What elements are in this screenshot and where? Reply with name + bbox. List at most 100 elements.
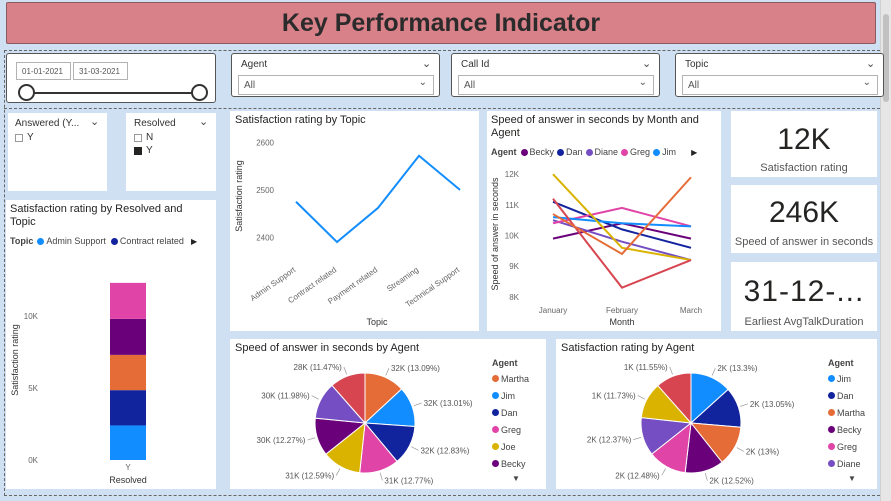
x-axis-label: Resolved	[109, 475, 147, 485]
answered-option-y[interactable]: Y	[15, 132, 34, 143]
legend-item[interactable]: Dan	[492, 404, 529, 421]
slice-leader-line	[385, 367, 390, 376]
callid-filter-label: Call Id	[461, 59, 490, 70]
legend-dot	[828, 426, 835, 433]
legend-dot	[492, 392, 499, 399]
legend-item[interactable]: Jim	[492, 387, 529, 404]
slice-leader-line	[335, 468, 341, 476]
series-line	[552, 200, 692, 249]
callid-filter-select[interactable]: All ⌄	[458, 75, 654, 95]
legend-item[interactable]: Admin Support	[37, 236, 106, 246]
legend-title: Topic	[10, 236, 34, 246]
legend-label: Greg	[630, 147, 651, 157]
kpi-label: Satisfaction rating	[760, 162, 848, 174]
legend-item[interactable]: Contract related	[110, 236, 184, 246]
y-tick-label: 5K	[28, 384, 38, 393]
chevron-down-icon[interactable]: ⌄	[866, 58, 876, 70]
resolved-option-y[interactable]: Y	[134, 145, 153, 156]
chevron-down-icon: ⌄	[862, 77, 871, 88]
bar-segment	[110, 425, 146, 460]
x-tick-label: March	[680, 306, 702, 315]
chart-title: Speed of answer in seconds by Month and …	[491, 114, 699, 139]
callid-filter[interactable]: Call Id ⌄ All ⌄	[451, 53, 660, 97]
chevron-down-icon: ⌄	[638, 77, 647, 88]
legend-item[interactable]: Becky	[520, 147, 554, 157]
kpi-value: 31-12-...	[743, 275, 865, 308]
legend-item[interactable]: Martha	[492, 370, 529, 387]
checkbox-checked[interactable]	[134, 146, 142, 155]
slice-data-label: 2K (13%)	[746, 447, 780, 456]
legend-dot	[828, 409, 835, 416]
satisfaction-by-topic-chart: Satisfaction rating by Topic 2400 2500 260…	[230, 111, 479, 331]
legend-item[interactable]: Dan	[557, 147, 583, 157]
pie-legend: Agent Jim Dan Martha Becky Greg Diane ▼	[828, 356, 865, 484]
legend-item[interactable]: Becky	[492, 455, 529, 472]
legend-item[interactable]: Dan	[828, 387, 865, 404]
chevron-down-icon[interactable]: ⌄	[90, 116, 100, 128]
slice-data-label: 32K (13.01%)	[424, 399, 473, 408]
topic-filter[interactable]: Topic ⌄ All ⌄	[675, 53, 884, 97]
agent-filter[interactable]: Agent ⌄ All ⌄	[231, 53, 440, 97]
date-slider-start-handle[interactable]	[18, 84, 35, 101]
slice-data-label: 2K (12.52%)	[709, 477, 754, 486]
legend-scroll-down-icon[interactable]: ▼	[848, 473, 856, 483]
legend-item[interactable]: Diane	[828, 455, 865, 472]
y-tick-label: 2400	[256, 233, 274, 242]
legend-label: Admin Support	[46, 236, 106, 246]
legend-next-icon[interactable]: ▶	[691, 147, 698, 157]
kpi-value: 12K	[777, 123, 831, 156]
chevron-down-icon[interactable]: ⌄	[199, 116, 209, 128]
checkbox[interactable]	[15, 133, 23, 142]
legend-label: Jim	[837, 373, 851, 384]
legend-label: Dan	[837, 390, 854, 401]
date-range-slicer[interactable]: 01-01-2021 31-03-2021	[6, 53, 216, 103]
y-tick-label: 8K	[509, 293, 519, 302]
x-tick-label: Streaming	[385, 265, 420, 293]
agent-filter-select[interactable]: All ⌄	[238, 75, 434, 95]
topic-filter-select[interactable]: All ⌄	[682, 75, 878, 95]
legend-item[interactable]: Becky	[828, 421, 865, 438]
y-tick-label: 12K	[505, 170, 520, 179]
chevron-down-icon[interactable]: ⌄	[422, 58, 432, 70]
start-date-input[interactable]: 01-01-2021	[16, 62, 71, 80]
y-tick-label: 10K	[505, 232, 520, 241]
slice-leader-line	[633, 437, 642, 440]
legend-next-icon[interactable]: ▶	[190, 236, 198, 246]
answered-slicer[interactable]: Answered (Y... ⌄ Y	[8, 113, 107, 191]
legend-item[interactable]: Jim	[653, 147, 676, 157]
legend-item[interactable]: Greg	[492, 421, 529, 438]
legend-item[interactable]: Martha	[828, 404, 865, 421]
date-slider-end-handle[interactable]	[191, 84, 208, 101]
slice-leader-line	[411, 446, 419, 451]
legend-item[interactable]: Greg	[828, 438, 865, 455]
checkbox[interactable]	[134, 133, 142, 142]
legend-item[interactable]: Joe	[492, 438, 529, 455]
divider	[4, 108, 880, 109]
end-date-input[interactable]: 31-03-2021	[73, 62, 128, 80]
resolved-option-n[interactable]: N	[134, 132, 153, 143]
callid-filter-value: All	[464, 80, 476, 91]
y-tick-label: 2600	[256, 138, 274, 147]
slice-leader-line	[637, 395, 645, 400]
legend-item[interactable]: Jim	[828, 370, 865, 387]
slice-leader-line	[711, 368, 716, 376]
option-label: N	[146, 132, 154, 143]
kpi-card-speed: 246K Speed of answer in seconds	[731, 185, 877, 253]
divider	[4, 50, 5, 496]
series-line	[552, 176, 692, 256]
vertical-scrollbar[interactable]	[880, 0, 891, 501]
chevron-down-icon[interactable]: ⌄	[642, 58, 652, 70]
resolved-slicer[interactable]: Resolved ⌄ N Y	[126, 113, 216, 191]
slice-data-label: 32K (12.83%)	[420, 446, 469, 455]
y-axis-label: Satisfaction rating	[234, 160, 244, 232]
legend-scroll-down-icon[interactable]: ▼	[512, 473, 520, 483]
slice-data-label: 1K (11.55%)	[624, 363, 668, 372]
legend-item[interactable]: Diane	[585, 147, 618, 157]
legend-label: Greg	[501, 424, 522, 435]
topic-line	[295, 154, 461, 244]
kpi-value: 246K	[768, 196, 840, 229]
scrollbar-thumb[interactable]	[883, 14, 889, 102]
slice-leader-line	[343, 366, 347, 375]
legend-label: Jim	[501, 390, 515, 401]
legend-item[interactable]: Greg	[621, 147, 650, 157]
